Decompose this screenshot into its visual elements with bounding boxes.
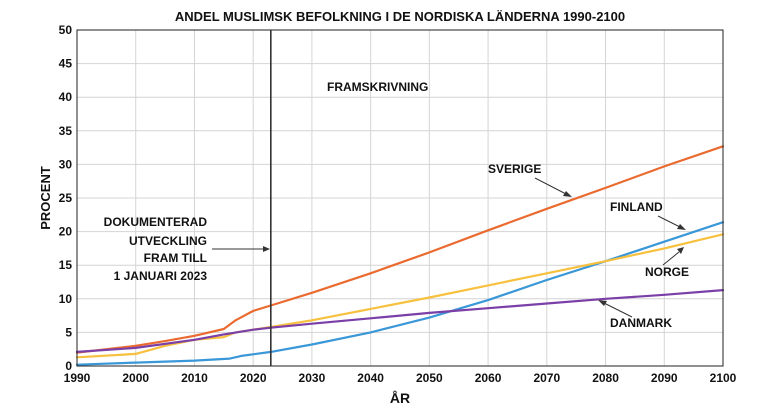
series-label-norge: NORGE: [645, 265, 689, 279]
documented-line-4: 1 JANUARI 2023: [114, 269, 208, 283]
x-tick-label: 2030: [299, 371, 326, 385]
x-tick-label: 1990: [64, 371, 91, 385]
series-line-sverige: [75, 145, 725, 354]
x-tick-label: 2060: [475, 371, 502, 385]
projection-annotation: FRAMSKRIVNING: [327, 80, 428, 94]
x-axis-label: ÅR: [390, 390, 410, 406]
x-tick-label: 2020: [240, 371, 267, 385]
y-tick-label: 5: [65, 325, 72, 339]
y-tick-labels: 0 5 10 15 20 25 30 35 40 45 50: [59, 23, 73, 373]
x-tick-label: 2040: [357, 371, 384, 385]
x-tick-label: 2050: [416, 371, 443, 385]
danmark-arrowhead: [598, 300, 607, 306]
series-label-sverige: SVERIGE: [488, 162, 541, 176]
series-line-danmark: [75, 289, 725, 353]
y-tick-label: 40: [59, 90, 73, 104]
y-tick-label: 25: [59, 191, 73, 205]
plot-frame: [76, 29, 724, 367]
x-tick-label: 2070: [533, 371, 560, 385]
y-tick-label: 30: [59, 157, 73, 171]
documented-line-3: FRAM TILL: [144, 251, 207, 265]
y-tick-label: 35: [59, 124, 73, 138]
y-tick-label: 20: [59, 225, 73, 239]
series-group: [75, 145, 725, 366]
x-tick-label: 2000: [122, 371, 149, 385]
documented-annotation: DOKUMENTERAD UTVECKLING FRAM TILL 1 JANU…: [104, 215, 208, 283]
y-tick-label: 45: [59, 57, 73, 71]
danmark-pointer: [603, 302, 633, 318]
sverige-pointer: [534, 177, 567, 195]
series-label-finland: FINLAND: [610, 200, 663, 214]
series-label-danmark: DANMARK: [610, 316, 672, 330]
x-tick-label: 2090: [651, 371, 678, 385]
finland-arrowhead: [677, 224, 686, 230]
y-axis-label: PROCENT: [38, 166, 53, 230]
y-tick-label: 0: [65, 359, 72, 373]
x-tick-label: 2080: [592, 371, 619, 385]
norge-pointer: [662, 251, 680, 266]
norge-arrowhead: [677, 247, 684, 254]
x-tick-label: 2100: [710, 371, 737, 385]
finland-pointer: [657, 215, 681, 228]
y-tick-label: 10: [59, 292, 73, 306]
y-tick-label: 15: [59, 258, 73, 272]
sverige-arrowhead: [563, 191, 572, 197]
x-tick-label: 2010: [181, 371, 208, 385]
documented-line-2: UTVECKLING: [129, 234, 207, 248]
chart-title: ANDEL MUSLIMSK BEFOLKNING I DE NORDISKA …: [175, 9, 625, 24]
documented-arrowhead: [263, 246, 270, 252]
x-tick-labels: 1990 2000 2010 2020 2030 2040 2050 2060 2070 2080…: [64, 371, 737, 385]
documented-line-1: DOKUMENTERAD: [104, 215, 208, 229]
y-tick-label: 50: [59, 23, 73, 37]
